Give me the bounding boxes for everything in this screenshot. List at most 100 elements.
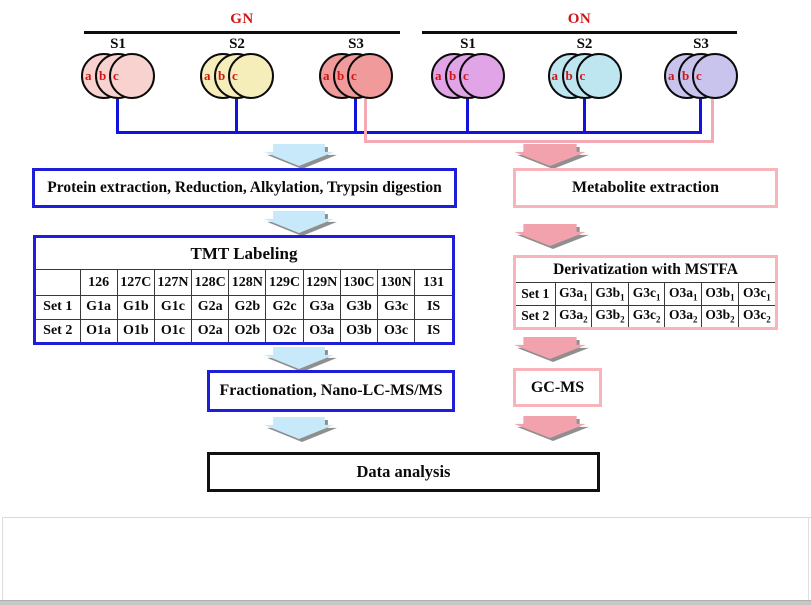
on-samples-row: S1 a b c S2 a b c S3 a b c bbox=[431, 36, 738, 99]
replicate-letter: c bbox=[696, 68, 702, 83]
bracket-stub-on-s3 bbox=[699, 99, 702, 132]
tmt-cell: G1a bbox=[79, 295, 118, 320]
sample-circle-c bbox=[575, 53, 622, 99]
page-edge-left bbox=[2, 517, 3, 600]
tmt-cell: O2b bbox=[228, 318, 267, 342]
subscript: 1 bbox=[656, 292, 661, 303]
bracket-line-pink bbox=[364, 140, 714, 143]
group-title-on: ON bbox=[567, 11, 592, 27]
sample-group-on-s1: S1 a b c bbox=[431, 36, 505, 99]
tmt-header-cell: 131 bbox=[414, 269, 452, 296]
derivatization-cell: G3b2 bbox=[591, 304, 629, 327]
set-label-cell: Set 2 bbox=[516, 304, 556, 327]
tmt-header-cell bbox=[36, 269, 81, 296]
replicate-letter: a bbox=[85, 68, 92, 83]
tmt-cell: G2b bbox=[228, 295, 267, 320]
derivatization-cell: G3c2 bbox=[627, 304, 666, 327]
sample-circle-c bbox=[459, 53, 505, 99]
subscript: 2 bbox=[730, 315, 735, 326]
flow-arrow-to-tmt bbox=[264, 211, 334, 233]
on-underline bbox=[422, 31, 737, 34]
sample-label: S2 bbox=[229, 36, 245, 52]
derivatization-cell: G3a1 bbox=[554, 282, 593, 306]
tmt-cell: G2a bbox=[191, 295, 230, 320]
replicate-letter: b bbox=[99, 68, 107, 83]
bracket-stub-gn-s1 bbox=[116, 99, 119, 132]
bracket-line-blue bbox=[116, 131, 702, 134]
protein-extraction-box: Protein extraction, Reduction, Alkylatio… bbox=[32, 168, 457, 208]
replicate-letter: a bbox=[551, 68, 559, 83]
flow-arrow-to-metabolite bbox=[514, 144, 586, 166]
subscript: 2 bbox=[583, 315, 588, 326]
subscript: 1 bbox=[766, 292, 771, 303]
tmt-cell: G3c bbox=[376, 295, 416, 320]
flow-arrow-protein-to-data bbox=[264, 417, 334, 439]
page-bottom-strip bbox=[0, 600, 811, 605]
sample-label: S3 bbox=[693, 36, 709, 52]
sample-circle-c bbox=[109, 53, 155, 99]
replicate-letter: b bbox=[337, 68, 345, 83]
tmt-cell: G3b bbox=[339, 295, 379, 320]
flow-arrow-to-derivatization bbox=[514, 224, 586, 246]
flow-arrow-gcms-to-data bbox=[514, 416, 586, 438]
derivatization-cell: G3c1 bbox=[627, 282, 666, 306]
subscript: 1 bbox=[730, 292, 735, 303]
tmt-table-title: TMT Labeling bbox=[36, 238, 452, 270]
bracket-stub-gn-s3 bbox=[354, 99, 357, 132]
sample-circle-c bbox=[692, 53, 738, 99]
tmt-header-cell: 128N bbox=[228, 269, 267, 296]
sample-group-gn-s2: S2 a b c bbox=[200, 36, 274, 99]
tmt-header-cell: 130N bbox=[376, 269, 416, 296]
page-edge-right bbox=[808, 517, 809, 600]
fractionation-box: Fractionation, Nano-LC-MS/MS bbox=[207, 370, 455, 412]
flow-arrow-to-fractionation bbox=[264, 347, 334, 369]
group-title-gn: GN bbox=[230, 11, 254, 27]
set-label-cell: Set 2 bbox=[36, 318, 81, 342]
gn-underline bbox=[84, 31, 400, 34]
tmt-cell: O3c bbox=[376, 318, 416, 342]
tmt-cell: O2c bbox=[265, 318, 304, 342]
derivatization-cell: G3b1 bbox=[591, 282, 629, 306]
derivatization-table-title: Derivatization with MSTFA bbox=[516, 258, 775, 283]
page-split-line bbox=[3, 517, 811, 518]
data-analysis-box: Data analysis bbox=[207, 452, 600, 492]
tmt-labeling-table: TMT Labeling 126 127C 127N 128C 128N 129C 129N 1… bbox=[36, 238, 452, 342]
bracket-stub-on-s1 bbox=[466, 99, 469, 132]
derivatization-box: Derivatization with MSTFA Set 1 G3a1 G3b1 G3… bbox=[513, 255, 778, 330]
sample-label: S1 bbox=[460, 36, 476, 52]
derivatization-table: Derivatization with MSTFA Set 1 G3a1 G3b1 G3… bbox=[516, 258, 775, 327]
tmt-cell: G3a bbox=[302, 295, 341, 320]
flow-arrow-to-gcms bbox=[514, 337, 586, 359]
subscript: 2 bbox=[693, 315, 698, 326]
bracket-stub-gn-s2 bbox=[235, 99, 238, 132]
derivatization-cell: O3b2 bbox=[701, 304, 739, 327]
sample-label: S1 bbox=[110, 36, 126, 52]
flow-arrow-to-protein bbox=[264, 144, 334, 166]
metabolite-extraction-box: Metabolite extraction bbox=[513, 168, 778, 208]
sample-label: S2 bbox=[576, 36, 593, 52]
sample-label: S3 bbox=[348, 36, 364, 52]
tmt-header-cell: 127N bbox=[153, 269, 193, 296]
tmt-header-cell: 130C bbox=[339, 269, 379, 296]
sample-circle-c bbox=[228, 53, 274, 99]
tmt-cell: O1b bbox=[116, 318, 155, 342]
derivatization-cell: O3a2 bbox=[664, 304, 703, 327]
tmt-header-cell: 129N bbox=[302, 269, 341, 296]
subscript: 1 bbox=[620, 292, 625, 303]
tmt-cell: O1a bbox=[79, 318, 118, 342]
tmt-cell: O3a bbox=[302, 318, 341, 342]
replicate-letter: c bbox=[579, 68, 586, 83]
tmt-header-cell: 126 bbox=[79, 269, 118, 296]
derivatization-cell: O3c1 bbox=[737, 282, 775, 306]
replicate-letter: b bbox=[218, 68, 226, 83]
sample-group-on-s3: S3 a b c bbox=[664, 36, 738, 99]
replicate-letter: c bbox=[463, 68, 469, 83]
sample-group-gn-s1: S1 a b c bbox=[81, 36, 155, 99]
tmt-cell: IS bbox=[414, 295, 452, 320]
subscript: 1 bbox=[693, 292, 698, 303]
